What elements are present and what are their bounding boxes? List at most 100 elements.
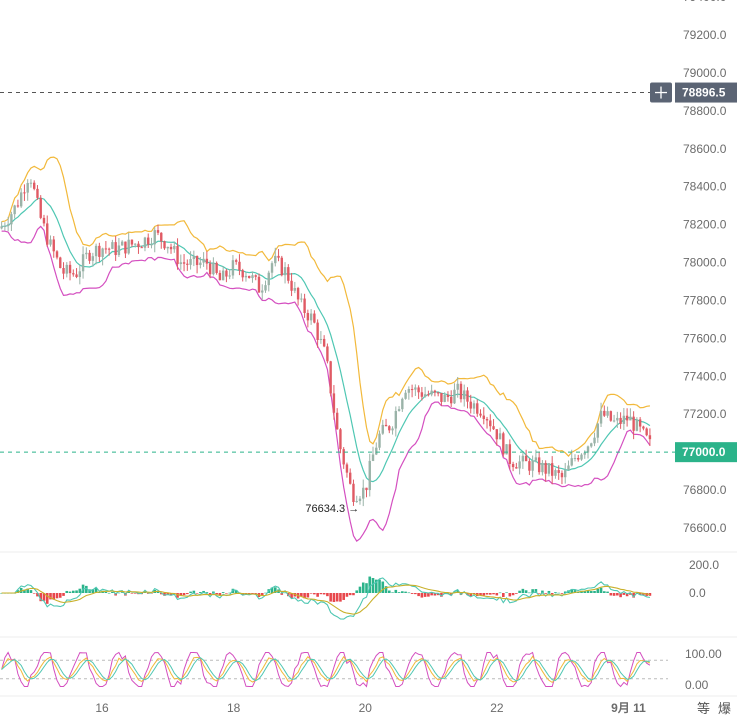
candle-body[interactable] — [375, 447, 378, 455]
momentum-bar[interactable] — [23, 589, 26, 593]
candle-body[interactable] — [104, 248, 108, 250]
momentum-bar[interactable] — [55, 593, 59, 599]
candle-body[interactable] — [182, 262, 186, 264]
momentum-bar[interactable] — [387, 590, 391, 593]
candle-body[interactable] — [391, 428, 394, 431]
momentum-bar[interactable] — [156, 591, 160, 593]
momentum-bar[interactable] — [358, 586, 362, 593]
candle-body[interactable] — [635, 419, 639, 431]
candle-body[interactable] — [33, 182, 36, 189]
candle-body[interactable] — [225, 270, 228, 277]
momentum-bar[interactable] — [554, 592, 557, 593]
momentum-bar[interactable] — [290, 593, 293, 599]
candle-body[interactable] — [68, 264, 72, 274]
candle-body[interactable] — [306, 312, 310, 321]
candle-body[interactable] — [414, 387, 417, 390]
candle-body[interactable] — [570, 458, 573, 466]
momentum-bar[interactable] — [479, 593, 482, 596]
momentum-bar[interactable] — [537, 593, 541, 594]
momentum-bar[interactable] — [515, 593, 518, 594]
momentum-bar[interactable] — [612, 593, 616, 596]
momentum-bar[interactable] — [208, 593, 212, 595]
candle-body[interactable] — [472, 403, 476, 409]
candle-body[interactable] — [186, 263, 189, 265]
momentum-bar[interactable] — [401, 591, 404, 593]
candle-body[interactable] — [345, 464, 349, 473]
candle-body[interactable] — [593, 437, 596, 444]
candle-body[interactable] — [290, 280, 293, 291]
momentum-bar[interactable] — [264, 592, 267, 594]
candle-body[interactable] — [39, 197, 42, 218]
candle-body[interactable] — [150, 244, 153, 246]
candle-body[interactable] — [469, 401, 472, 409]
candle-body[interactable] — [358, 498, 362, 502]
momentum-bar[interactable] — [440, 593, 443, 597]
candle-body[interactable] — [257, 276, 261, 293]
candle-body[interactable] — [489, 420, 492, 427]
candle-body[interactable] — [221, 270, 225, 281]
momentum-bar[interactable] — [75, 590, 78, 593]
momentum-bar[interactable] — [16, 590, 20, 593]
candle-body[interactable] — [228, 275, 231, 277]
candle-body[interactable] — [557, 470, 560, 473]
candle-body[interactable] — [495, 429, 499, 440]
momentum-bar[interactable] — [518, 590, 521, 593]
price-panel[interactable] — [0, 156, 652, 542]
momentum-bar[interactable] — [280, 593, 284, 595]
candle-body[interactable] — [505, 444, 508, 455]
candle-body[interactable] — [16, 205, 20, 207]
momentum-bar[interactable] — [163, 593, 166, 596]
candle-body[interactable] — [410, 389, 414, 391]
momentum-bar[interactable] — [417, 593, 420, 597]
momentum-bar[interactable] — [111, 591, 114, 593]
momentum-bar[interactable] — [374, 579, 378, 593]
momentum-bar[interactable] — [166, 593, 170, 595]
momentum-bar[interactable] — [495, 593, 499, 596]
toolbar-button-left[interactable]: 等 — [697, 701, 711, 716]
momentum-bar[interactable] — [492, 593, 495, 595]
momentum-bar[interactable] — [606, 591, 609, 593]
momentum-bar[interactable] — [221, 592, 225, 593]
momentum-bar[interactable] — [368, 576, 372, 593]
candle-body[interactable] — [384, 424, 388, 427]
momentum-bar[interactable] — [482, 593, 486, 596]
momentum-bar[interactable] — [159, 593, 163, 595]
momentum-bar[interactable] — [586, 590, 590, 593]
candle-body[interactable] — [316, 322, 319, 340]
momentum-bar[interactable] — [329, 593, 332, 602]
candle-body[interactable] — [251, 275, 254, 279]
candle-body[interactable] — [173, 245, 176, 250]
candle-body[interactable] — [231, 260, 235, 276]
momentum-bar[interactable] — [384, 586, 388, 593]
candle-body[interactable] — [511, 463, 515, 468]
candle-body[interactable] — [49, 239, 52, 245]
candle-body[interactable] — [427, 394, 430, 396]
momentum-bar[interactable] — [589, 591, 593, 593]
momentum-bar[interactable] — [410, 593, 414, 594]
momentum-bar[interactable] — [71, 590, 75, 593]
candle-body[interactable] — [62, 267, 65, 274]
candle-body[interactable] — [205, 258, 209, 264]
candle-body[interactable] — [524, 455, 528, 462]
candle-body[interactable] — [378, 433, 381, 448]
momentum-bar[interactable] — [342, 593, 345, 600]
momentum-bar[interactable] — [78, 588, 82, 593]
candle-body[interactable] — [91, 256, 95, 261]
candle-body[interactable] — [309, 313, 313, 321]
oscillator-panel[interactable] — [0, 651, 668, 688]
momentum-bar[interactable] — [283, 592, 287, 594]
candle-body[interactable] — [339, 429, 342, 450]
candle-body[interactable] — [622, 415, 626, 424]
candle-body[interactable] — [466, 390, 469, 402]
candle-body[interactable] — [176, 245, 179, 265]
candle-body[interactable] — [518, 461, 521, 469]
candle-body[interactable] — [101, 248, 104, 257]
momentum-bar[interactable] — [355, 590, 359, 593]
candle-body[interactable] — [612, 420, 616, 422]
candle-body[interactable] — [52, 239, 55, 252]
momentum-bar[interactable] — [26, 588, 29, 593]
candle-body[interactable] — [117, 245, 121, 256]
candle-body[interactable] — [26, 182, 29, 193]
candle-body[interactable] — [609, 411, 613, 421]
momentum-panel[interactable] — [0, 576, 652, 620]
